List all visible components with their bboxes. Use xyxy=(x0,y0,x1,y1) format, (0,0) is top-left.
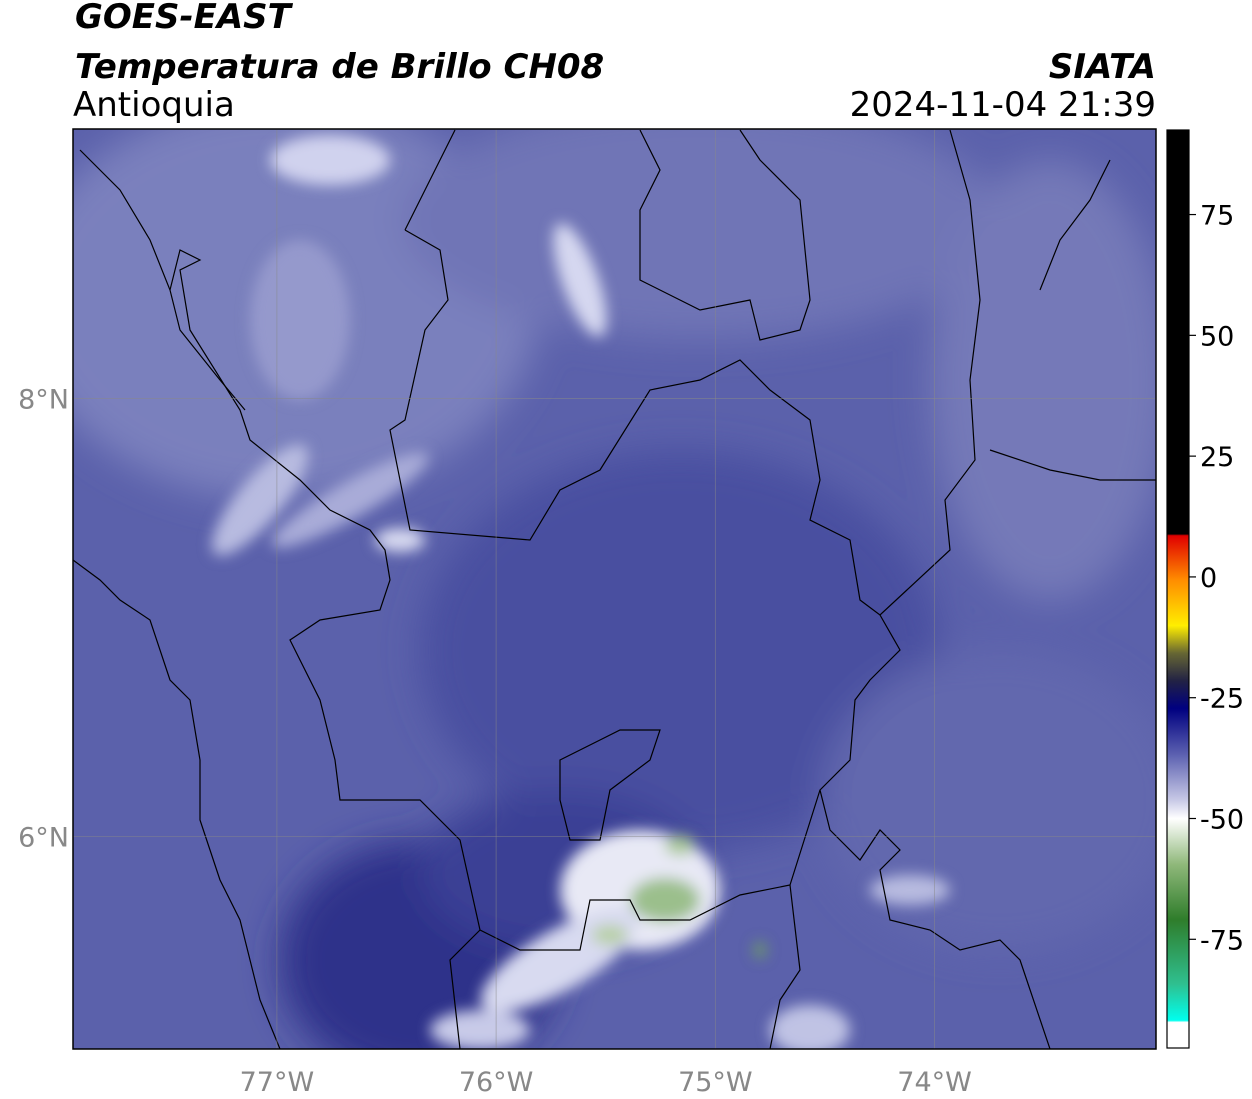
colorbar-tick-label: 25 xyxy=(1200,442,1234,473)
x-tick-label: 76°W xyxy=(459,1067,534,1098)
colorbar-tick-label: -25 xyxy=(1200,684,1244,715)
colorbar-tick-label: -50 xyxy=(1200,805,1244,836)
x-tick-label: 74°W xyxy=(897,1067,972,1098)
y-tick-label: 8°N xyxy=(18,384,69,415)
borders xyxy=(73,129,1156,1049)
colorbar-tick-label: 75 xyxy=(1200,201,1234,232)
subtitle: Temperatura de Brillo CH08 xyxy=(75,47,604,87)
satellite-image xyxy=(73,129,1156,1049)
datetime: 2024-11-04 21:39 xyxy=(850,85,1156,125)
colorbar xyxy=(1166,129,1190,1049)
x-tick-label: 75°W xyxy=(678,1067,753,1098)
region: Antioquia xyxy=(73,85,235,125)
map-frame xyxy=(72,128,1157,1050)
colorbar-tick-label: 0 xyxy=(1200,563,1217,594)
title: GOES-EAST xyxy=(75,0,294,37)
colorbar-tick-label: -75 xyxy=(1200,925,1244,956)
y-tick-label: 6°N xyxy=(18,823,69,854)
source: SIATA xyxy=(1049,47,1156,87)
x-tick-label: 77°W xyxy=(240,1067,315,1098)
colorbar-tick-label: 50 xyxy=(1200,321,1234,352)
